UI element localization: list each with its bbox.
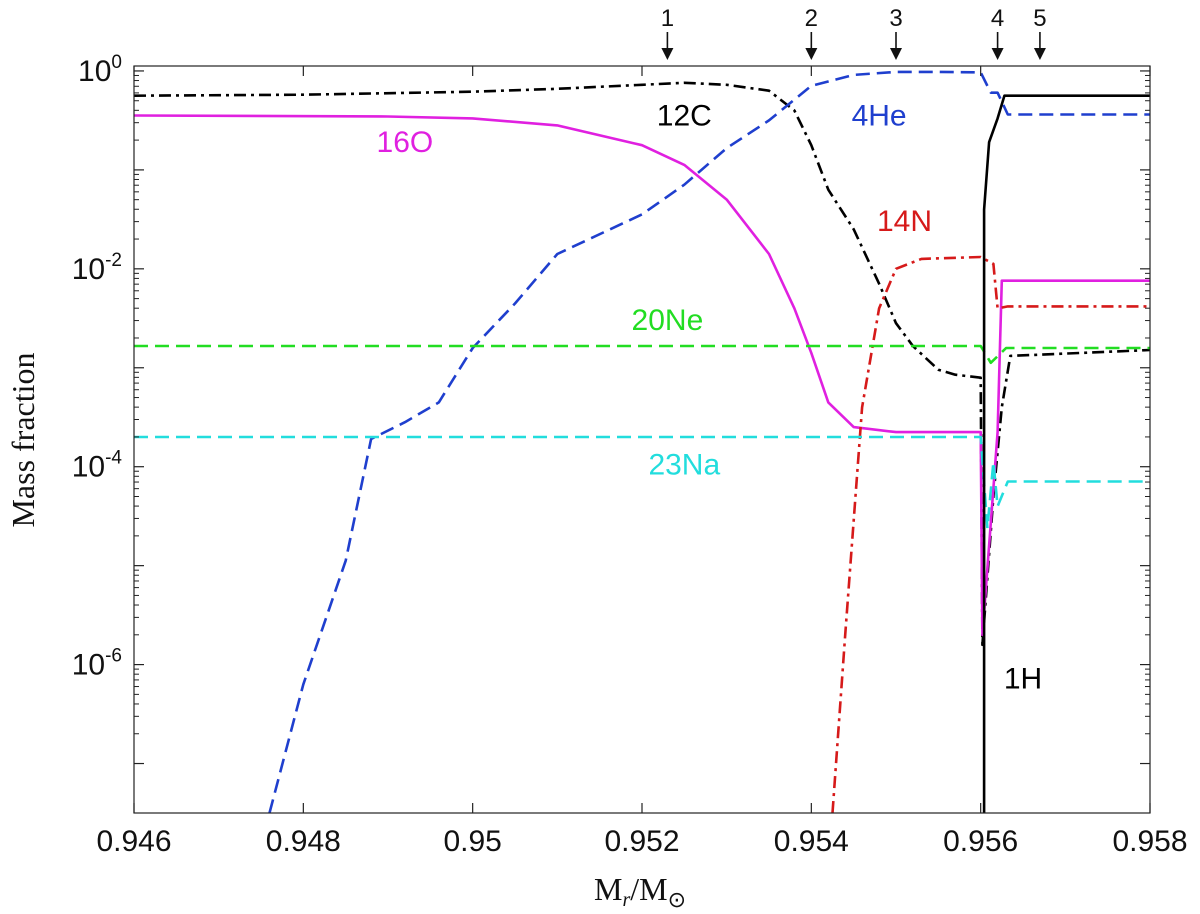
x-tick-label: 0.954 bbox=[774, 825, 849, 858]
x-tick-label: 0.958 bbox=[1112, 825, 1187, 858]
region-marker-arrowhead bbox=[890, 48, 902, 60]
series-layer bbox=[134, 70, 1150, 813]
series-labels: 12C 4He 16O 14N 20Ne 23Na 1H bbox=[377, 99, 1043, 695]
series-label-23Na: 23Na bbox=[648, 449, 720, 482]
series-label-16O: 16O bbox=[377, 126, 434, 159]
series-label-20Ne: 20Ne bbox=[632, 304, 704, 337]
region-marker-label: 2 bbox=[805, 5, 818, 32]
region-marker-arrowhead bbox=[661, 48, 674, 60]
region-marker-4: 4 bbox=[991, 5, 1004, 60]
axes-layer: 0.946 0.948 0.95 0.952 0.954 0.956 0.958 100 10-… bbox=[72, 52, 1188, 858]
region-marker-arrowhead bbox=[1033, 48, 1046, 60]
region-marker-1: 1 bbox=[661, 5, 674, 60]
x-tick-label: 0.952 bbox=[604, 825, 679, 858]
region-marker-label: 3 bbox=[889, 5, 902, 32]
region-marker-label: 5 bbox=[1033, 5, 1046, 32]
series-line-1H bbox=[982, 94, 1150, 813]
y-tick-label: 10-2 bbox=[72, 250, 122, 286]
x-tick-label: 0.948 bbox=[266, 825, 341, 858]
y-tick-label: 100 bbox=[78, 52, 122, 88]
series-label-1H: 1H bbox=[1004, 662, 1042, 695]
series-label-12C: 12C bbox=[657, 99, 712, 132]
x-axis-label: Mr/M⊙ bbox=[594, 871, 686, 912]
region-marker-2: 2 bbox=[805, 5, 818, 60]
region-marker-label: 1 bbox=[661, 5, 674, 32]
series-line-20Ne bbox=[134, 344, 1150, 365]
region-marker-label: 4 bbox=[991, 5, 1004, 32]
region-marker-3: 3 bbox=[889, 5, 903, 60]
region-marker-5: 5 bbox=[1033, 5, 1047, 60]
series-label-14N: 14N bbox=[877, 205, 932, 238]
x-tick-label: 0.956 bbox=[943, 825, 1018, 858]
series-line-23Na bbox=[134, 435, 1150, 530]
series-line-14N bbox=[831, 255, 1150, 813]
region-marker-arrowhead bbox=[991, 48, 1004, 60]
series-label-4He: 4He bbox=[852, 99, 907, 132]
y-tick-label: 10-6 bbox=[72, 646, 122, 682]
region-markers: 1 2 3 4 5 bbox=[661, 5, 1047, 60]
x-tick-label: 0.946 bbox=[96, 825, 171, 858]
series-line-4He bbox=[268, 70, 1150, 813]
y-axis-label: Mass fraction bbox=[5, 352, 41, 527]
region-marker-arrowhead bbox=[805, 48, 818, 60]
x-tick-label: 0.95 bbox=[443, 825, 501, 858]
y-tick-label: 10-4 bbox=[72, 448, 123, 484]
